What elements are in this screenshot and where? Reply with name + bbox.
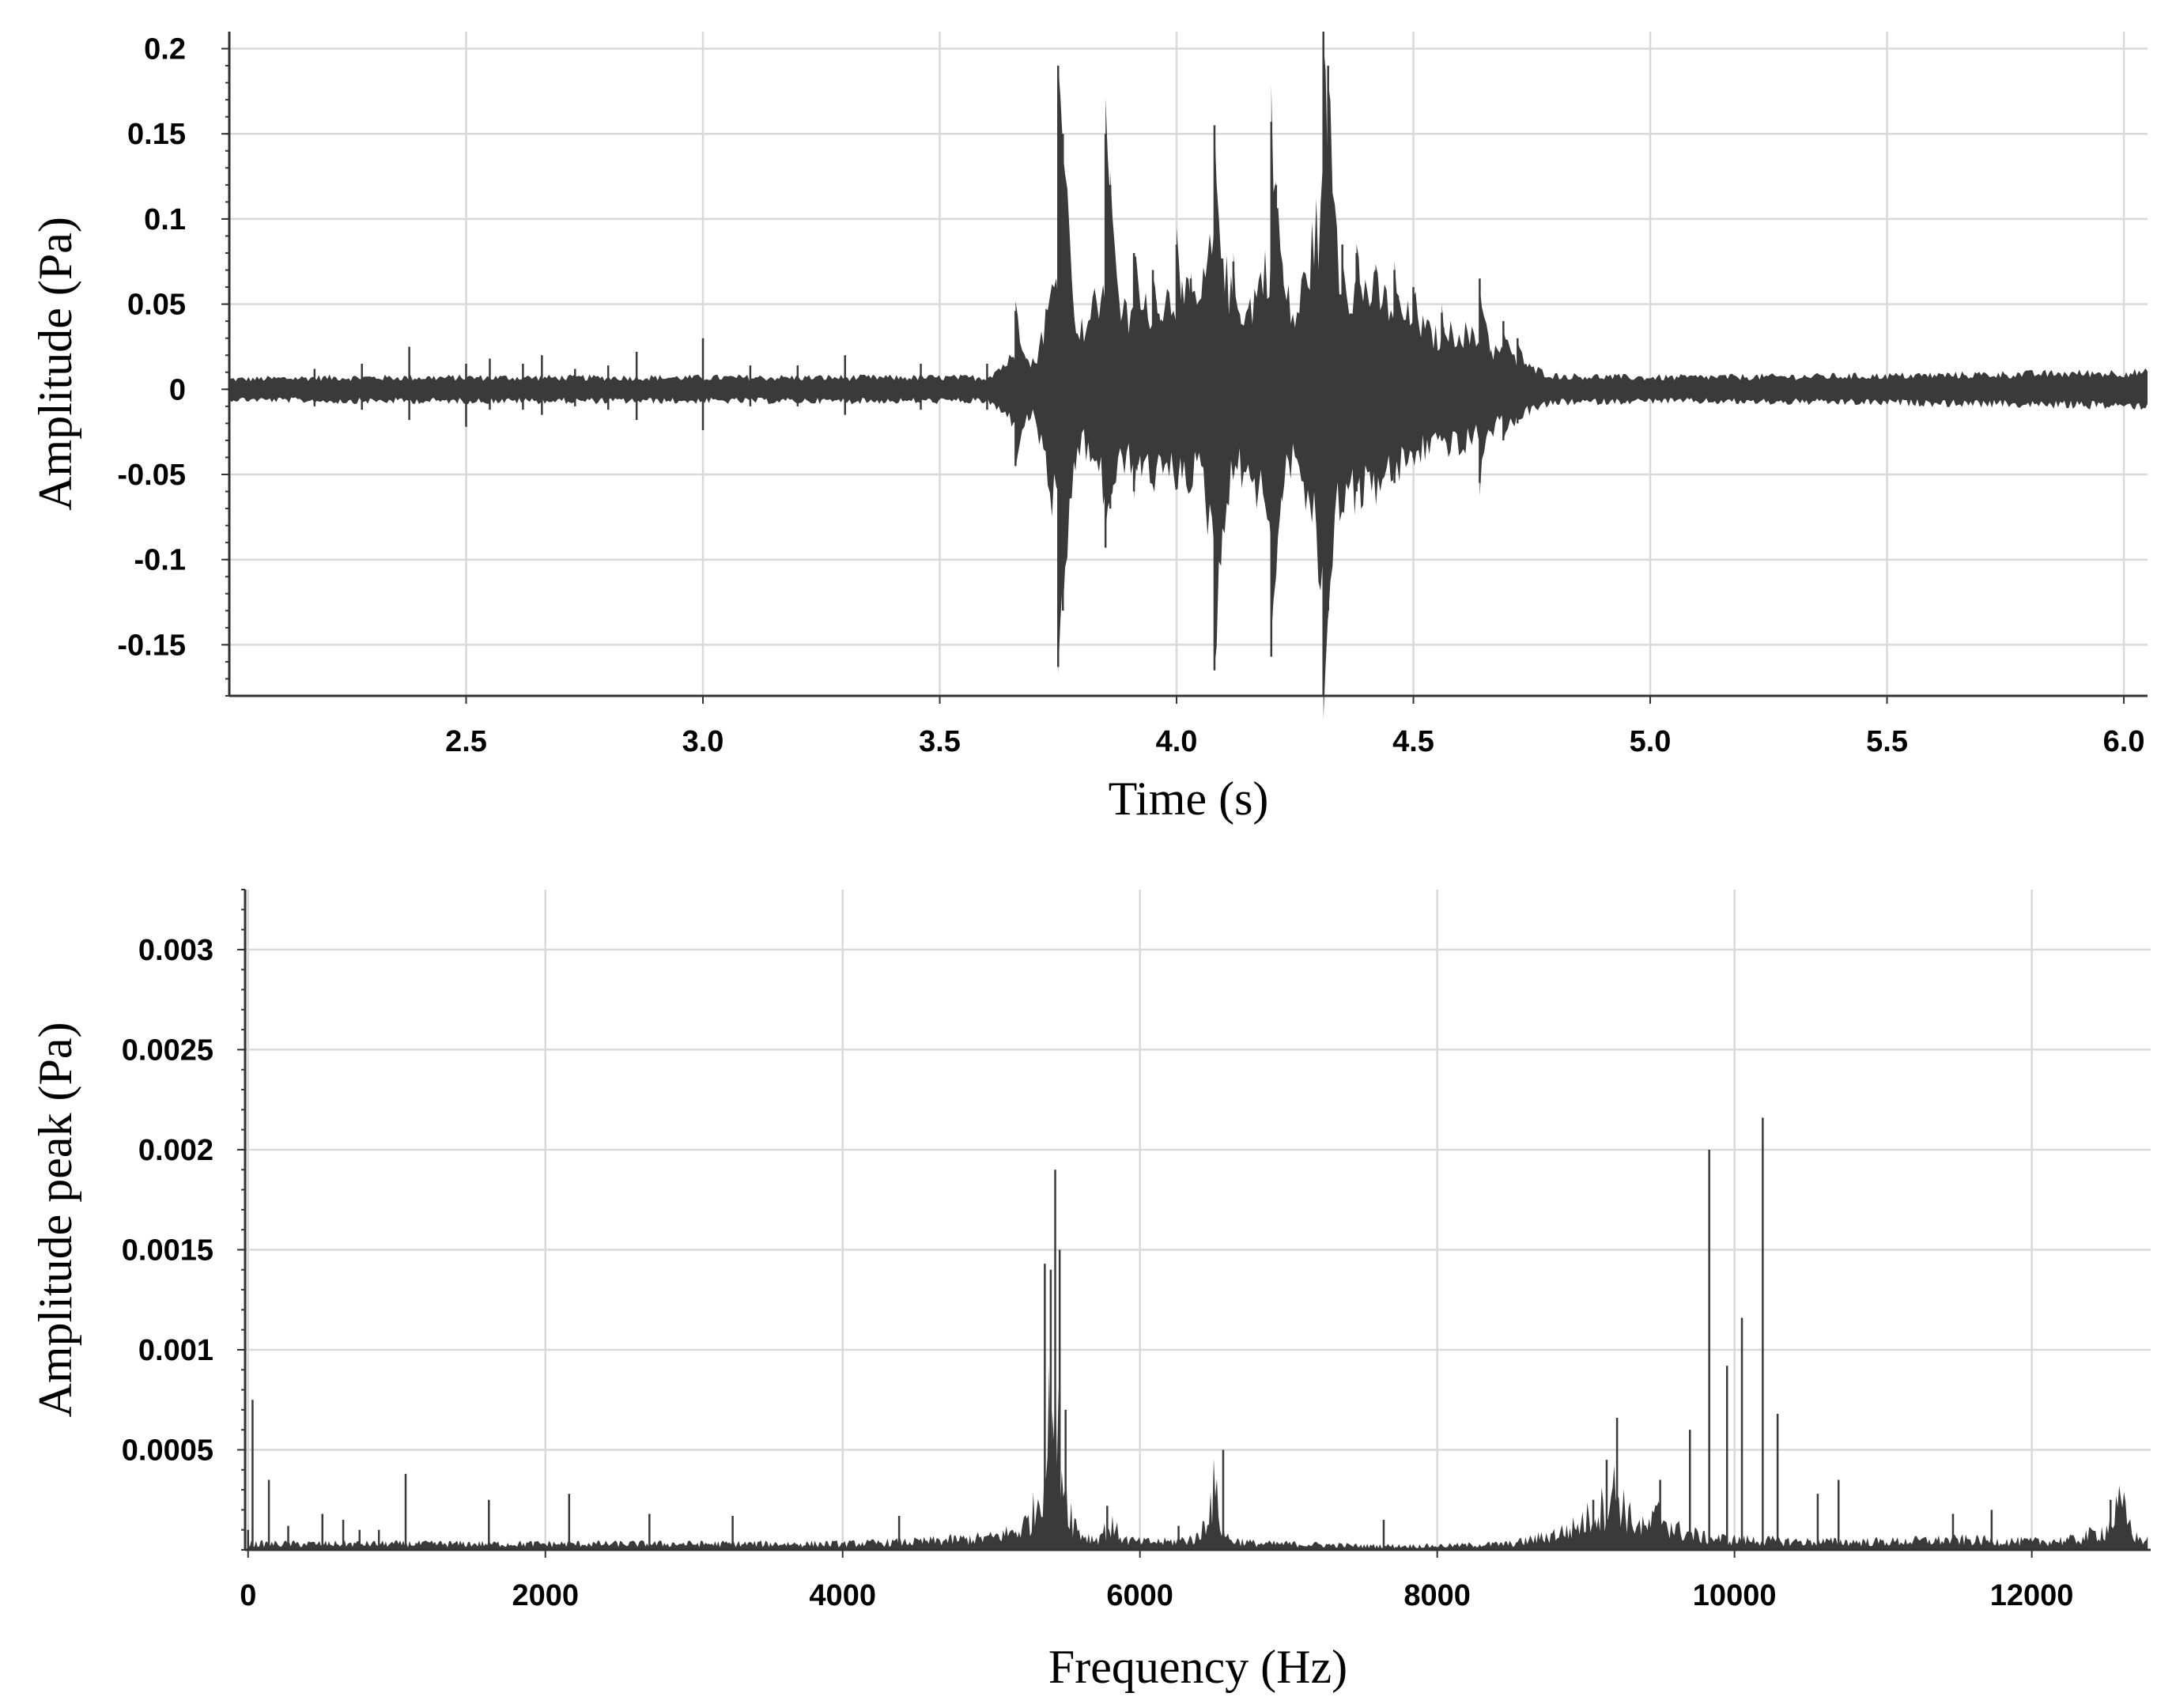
waveform-impact-burst: [1177, 227, 1199, 486]
y-tick-label: 0.003: [138, 934, 213, 967]
y-tick-label: -0.05: [117, 459, 186, 492]
x-tick-label: 0: [240, 1579, 256, 1612]
waveform-impact-burst: [1328, 83, 1351, 621]
spectrum-x-tick-labels: 0 2000 4000 6000 8000 10000 12000: [240, 1579, 2073, 1612]
waveform-impact-burst: [1275, 208, 1298, 582]
waveform-impact-burst: [1191, 271, 1213, 467]
x-tick-label: 8000: [1403, 1579, 1471, 1612]
x-tick-label: 2.5: [445, 725, 487, 758]
waveform-impact-burst: [1110, 170, 1133, 497]
y-tick-label: 0.002: [138, 1134, 213, 1167]
y-tick-label: -0.1: [134, 544, 186, 577]
spectrum-floor: [247, 1366, 2148, 1550]
waveform-impact-burst: [1394, 260, 1417, 485]
spectrum-x-axis-label: Frequency (Hz): [1048, 1641, 1347, 1693]
y-tick-label: 0.0005: [122, 1434, 213, 1467]
time-y-tick-labels: 0.2 0.15 0.1 0.05 0 -0.05 -0.1 -0.15: [117, 33, 186, 663]
y-tick-label: 0.15: [127, 118, 186, 151]
x-tick-label: 6000: [1106, 1579, 1173, 1612]
x-tick-label: 5.0: [1630, 725, 1672, 758]
time-axes: [221, 32, 2148, 704]
waveform-impact-burst: [1214, 123, 1237, 667]
frequency-spectrum-chart: 0 2000 4000 6000 8000 10000 12000 0.0030.00250…: [29, 889, 2151, 1693]
x-tick-label: 2000: [512, 1579, 579, 1612]
x-tick-label: 6.0: [2103, 725, 2145, 758]
waveform-impact-burst: [1503, 329, 1526, 440]
waveform-impact-burst: [1413, 292, 1436, 448]
spectrum-series: [247, 1117, 2148, 1550]
y-tick-label: 0.05: [127, 289, 186, 322]
time-waveform-chart: 2.5 3.0 3.5 4.0 4.5 5.0 5.5 6.0 0.20.150.10.050…: [29, 32, 2148, 825]
y-tick-label: 0.1: [144, 203, 186, 236]
waveform-impact-burst: [1517, 342, 1540, 421]
x-tick-label: 10000: [1693, 1579, 1777, 1612]
y-tick-label: 0.0025: [122, 1033, 213, 1067]
y-tick-label: 0: [169, 373, 186, 406]
y-tick-label: 0.0015: [122, 1234, 213, 1267]
waveform-impact-burst: [1063, 154, 1086, 611]
waveform-impact-burst: [1479, 287, 1502, 497]
x-tick-label: 3.5: [919, 725, 961, 758]
waveform-impact-burst: [1375, 263, 1398, 472]
x-tick-label: 4000: [809, 1579, 876, 1612]
waveform-impact-burst: [1233, 252, 1256, 470]
x-tick-label: 3.0: [682, 725, 724, 758]
waveform-impact-burst: [1342, 259, 1365, 493]
waveform-impact-burst: [1015, 300, 1038, 468]
time-y-axis-label: Amplitude (Pa): [29, 217, 81, 511]
time-x-tick-labels: 2.5 3.0 3.5 4.0 4.5 5.0 5.5 6.0: [445, 725, 2144, 758]
waveform-impact-burst: [1441, 303, 1464, 436]
x-tick-label: 4.5: [1392, 725, 1434, 758]
waveform-impact-burst: [1134, 255, 1157, 500]
x-tick-label: 4.0: [1156, 725, 1198, 758]
time-waveform-series: [229, 32, 2148, 720]
waveform-impact-burst: [1153, 275, 1176, 472]
spectrum-axes: [237, 889, 2151, 1558]
time-x-axis-label: Time (s): [1109, 773, 1269, 825]
waveform-impact-burst: [1356, 244, 1379, 488]
y-tick-label: -0.15: [117, 629, 186, 662]
spectrum-y-axis-label: Amplitude peak (Pa): [29, 1022, 81, 1418]
y-tick-label: 0.001: [138, 1334, 213, 1367]
x-tick-label: 12000: [1990, 1579, 2074, 1612]
x-tick-label: 5.5: [1866, 725, 1908, 758]
spectrum-grid: [245, 890, 2151, 1550]
spectrum-y-tick-labels: 0.003 0.0025 0.002 0.0015 0.001 0.0005: [122, 934, 213, 1468]
y-tick-label: 0.2: [144, 33, 186, 66]
